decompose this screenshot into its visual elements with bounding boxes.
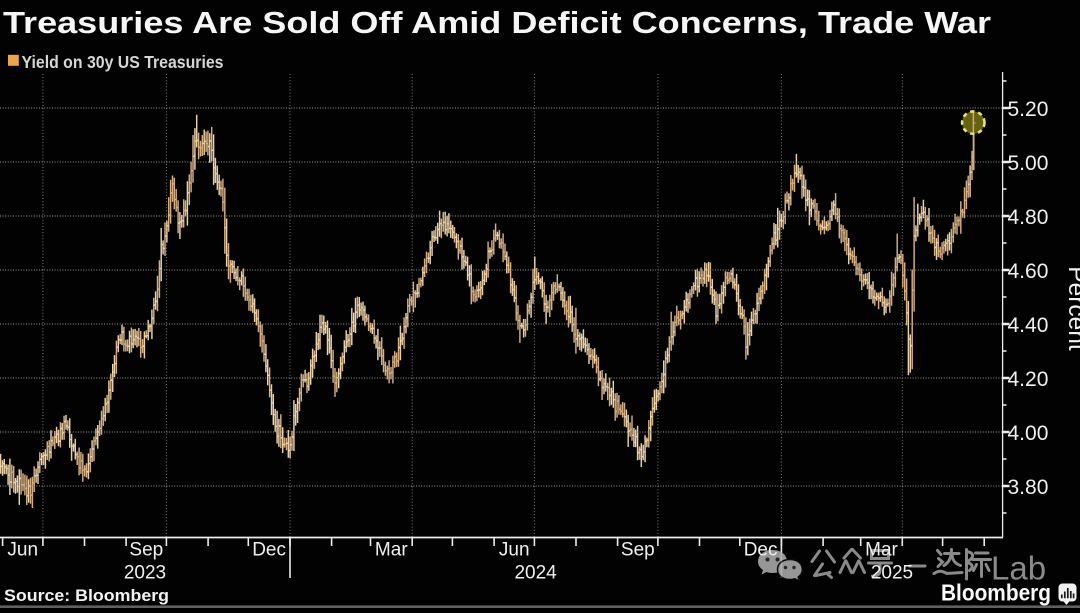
svg-text:Mar: Mar (375, 540, 408, 561)
svg-text:Source: Bloomberg: Source: Bloomberg (4, 587, 169, 605)
svg-text:Lab: Lab (991, 550, 1046, 587)
svg-text:Bloomberg: Bloomberg (941, 580, 1051, 606)
svg-text:Jun: Jun (499, 540, 530, 561)
svg-text:4.20: 4.20 (1008, 368, 1049, 391)
svg-text:2024: 2024 (514, 563, 557, 584)
svg-text:Dec: Dec (744, 540, 778, 561)
svg-text:5.00: 5.00 (1008, 152, 1049, 175)
svg-text:Yield on 30y US Treasuries: Yield on 30y US Treasuries (22, 52, 224, 72)
svg-text:Sep: Sep (129, 540, 163, 561)
svg-text:Dec: Dec (252, 540, 286, 561)
svg-text:2025: 2025 (871, 563, 913, 584)
svg-text:Sep: Sep (621, 540, 655, 561)
svg-text:5.20: 5.20 (1008, 98, 1049, 121)
svg-text:2023: 2023 (124, 563, 166, 584)
svg-text:4.40: 4.40 (1008, 314, 1049, 337)
svg-text:Treasuries Are Sold Off Amid D: Treasuries Are Sold Off Amid Deficit Con… (3, 5, 991, 40)
svg-text:4.60: 4.60 (1008, 260, 1049, 283)
svg-text:Jun: Jun (7, 540, 38, 561)
svg-text:4.00: 4.00 (1008, 422, 1049, 445)
svg-text:3.80: 3.80 (1008, 476, 1049, 499)
svg-text:Mar: Mar (865, 540, 898, 561)
svg-text:Percent: Percent (1063, 266, 1080, 351)
svg-text:4.80: 4.80 (1008, 206, 1049, 229)
